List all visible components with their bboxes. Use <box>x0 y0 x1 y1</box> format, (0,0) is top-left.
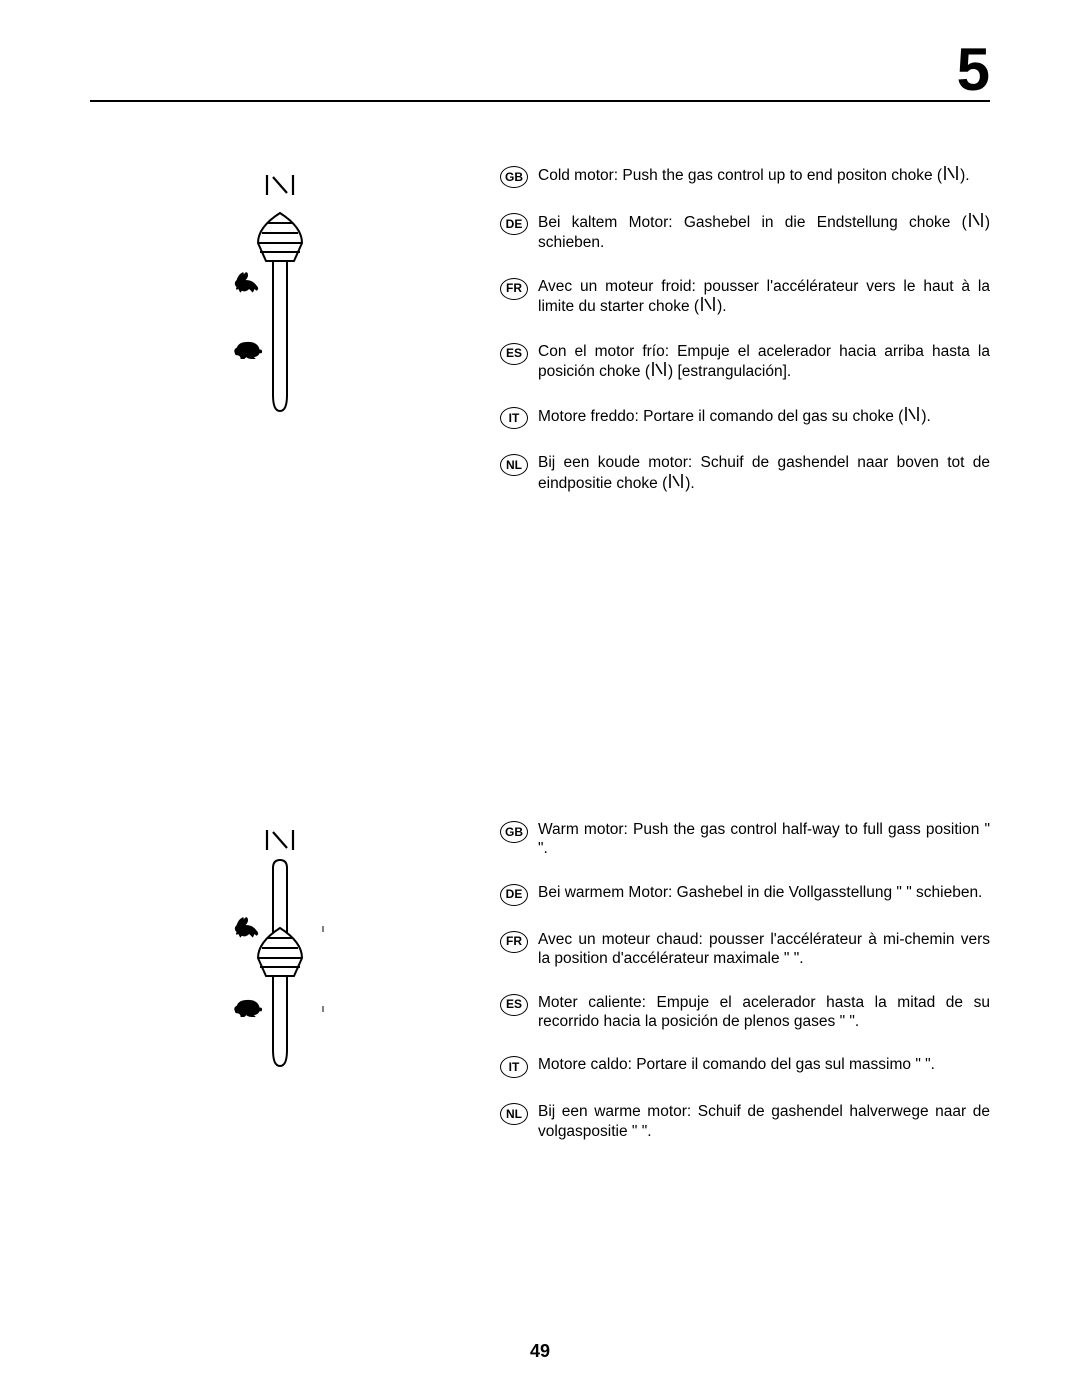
choke-icon <box>701 296 715 317</box>
instruction-text: Avec un moteur chaud: pousser l'accéléra… <box>538 930 990 969</box>
language-badge: NL <box>500 454 528 476</box>
throttle-illustration-cold <box>225 175 335 425</box>
instruction-entry: DE Bei warmem Motor: Gashebel in die Voll… <box>500 883 990 906</box>
instruction-text: Warm motor: Push the gas control half-wa… <box>538 820 990 859</box>
manual-page: 5 <box>0 0 1080 1397</box>
instruction-entry: NL Bij een koude motor: Schuif de gashend… <box>500 453 990 494</box>
warm-motor-instructions: GB Warm motor: Push the gas control half-… <box>500 820 990 1165</box>
instruction-entry: GB Cold motor: Push the gas control up to… <box>500 165 990 188</box>
throttle-illustration-warm <box>225 830 345 1080</box>
instruction-text: Cold motor: Push the gas control up to e… <box>538 165 990 186</box>
horizontal-rule <box>90 100 990 102</box>
language-badge: ES <box>500 343 528 365</box>
instruction-text: Bei kaltem Motor: Gashebel in die Endste… <box>538 212 990 253</box>
instruction-entry: ES Moter caliente: Empuje el acelerador h… <box>500 993 990 1032</box>
instruction-entry: GB Warm motor: Push the gas control half-… <box>500 820 990 859</box>
choke-icon <box>652 361 666 382</box>
page-number: 49 <box>0 1341 1080 1362</box>
language-badge: IT <box>500 1056 528 1078</box>
chapter-number: 5 <box>957 35 990 104</box>
cold-motor-instructions: GB Cold motor: Push the gas control up to… <box>500 165 990 518</box>
instruction-text: Motore freddo: Portare il comando del ga… <box>538 406 990 427</box>
instruction-text: Bij een warme motor: Schuif de gashendel… <box>538 1102 990 1141</box>
instruction-entry: FR Avec un moteur chaud: pousser l'accélé… <box>500 930 990 969</box>
throttle-lever-cold-svg <box>225 175 335 420</box>
language-badge: FR <box>500 278 528 300</box>
instruction-text: Motore caldo: Portare il comando del gas… <box>538 1055 990 1074</box>
language-badge: NL <box>500 1103 528 1125</box>
instruction-entry: IT Motore caldo: Portare il comando del g… <box>500 1055 990 1078</box>
language-badge: DE <box>500 884 528 906</box>
instruction-entry: DE Bei kaltem Motor: Gashebel in die Ends… <box>500 212 990 253</box>
language-badge: ES <box>500 994 528 1016</box>
choke-icon <box>969 212 983 233</box>
choke-icon <box>944 165 958 186</box>
choke-icon <box>669 473 683 494</box>
instruction-entry: NL Bij een warme motor: Schuif de gashend… <box>500 1102 990 1141</box>
instruction-text: Bij een koude motor: Schuif de gashendel… <box>538 453 990 494</box>
language-badge: IT <box>500 407 528 429</box>
instruction-text: Moter caliente: Empuje el acelerador has… <box>538 993 990 1032</box>
instruction-text: Avec un moteur froid: pousser l'accéléra… <box>538 277 990 318</box>
throttle-lever-warm-svg <box>225 830 345 1075</box>
language-badge: FR <box>500 931 528 953</box>
language-badge: DE <box>500 213 528 235</box>
language-badge: GB <box>500 821 528 843</box>
language-badge: GB <box>500 166 528 188</box>
instruction-entry: IT Motore freddo: Portare il comando del … <box>500 406 990 429</box>
instruction-text: Con el motor frío: Empuje el acelerador … <box>538 342 990 383</box>
instruction-entry: ES Con el motor frío: Empuje el acelerado… <box>500 342 990 383</box>
instruction-entry: FR Avec un moteur froid: pousser l'accélé… <box>500 277 990 318</box>
instruction-text: Bei warmem Motor: Gashebel in die Vollga… <box>538 883 990 902</box>
choke-icon <box>905 406 919 427</box>
